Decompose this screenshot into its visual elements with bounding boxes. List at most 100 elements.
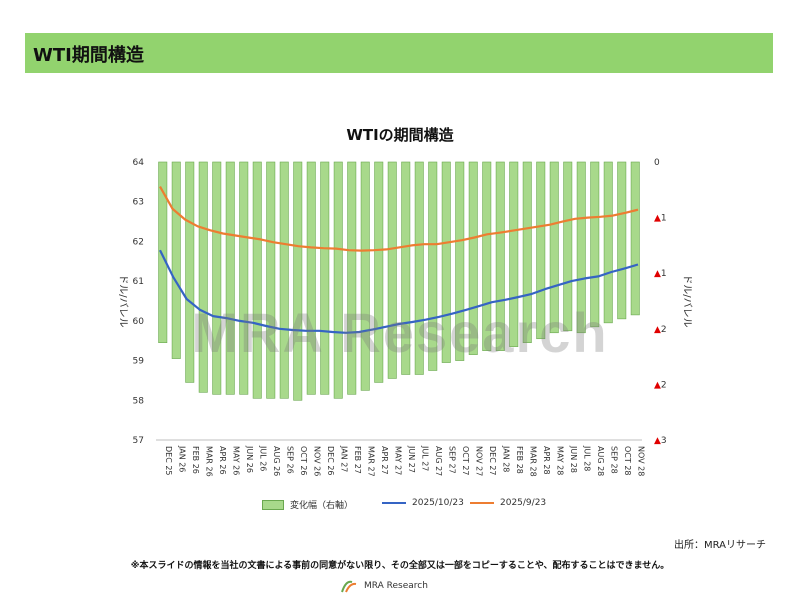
bar-20 [428,161,438,371]
bar-5 [225,161,235,395]
bar-25 [495,161,505,351]
bar-19 [414,161,424,375]
legend-item-oct: 2025/10/23 [382,498,464,508]
x-tick-19: JUL 27 [420,445,429,471]
bar-35 [630,161,640,316]
bar-10 [293,161,303,401]
bars-layer [158,161,640,401]
y-right-tick-5: 0 [654,158,660,168]
bar-15 [360,161,370,391]
x-tick-6: JUN 26 [245,445,254,473]
bar-21 [441,161,451,363]
x-tick-18: JUN 27 [407,445,416,473]
x-tick-26: FEB 28 [515,446,524,474]
bar-30 [563,161,573,332]
x-tick-25: JAN 28 [501,445,510,472]
bar-9 [279,161,289,399]
legend-swatch-bar [262,499,284,510]
x-tick-16: APR 27 [380,446,389,475]
x-tick-21: SEP 27 [447,446,456,474]
x-tick-15: MAR 27 [366,446,375,477]
bar-28 [536,161,546,340]
bar-32 [590,161,600,328]
bar-1 [171,161,181,359]
x-tick-28: APR 28 [542,446,551,475]
y-left-tick-63: 63 [133,198,144,208]
y-left-tick-61: 61 [133,277,144,287]
legend-label-oct: 2025/10/23 [412,498,464,508]
legend-label-change: 変化幅（右軸） [290,501,354,511]
bar-23 [468,161,478,355]
bar-13 [333,161,343,399]
y-left-tick-64: 64 [133,158,145,168]
y-right-title: ドル/バレル [681,274,693,327]
x-tick-27: MAR 28 [528,446,537,477]
legend-item-sep: 2025/9/23 [470,498,546,508]
y-right-tick-0: ▲3 [654,436,667,446]
x-tick-17: MAY 27 [393,446,402,475]
bar-6 [239,161,249,395]
x-tick-13: JAN 27 [339,445,348,472]
bar-33 [603,161,613,324]
y-right-tick-1: ▲2 [654,380,667,390]
x-tick-1: JAN 26 [177,445,186,472]
y-left-tick-60: 60 [133,317,145,327]
bar-8 [266,161,276,399]
source-note: 出所：MRAリサーチ [673,540,766,551]
series-line-sep [159,186,639,252]
x-tick-11: NOV 26 [312,446,321,476]
bar-18 [401,161,411,375]
slide-header: WTI期間構造 [25,33,773,73]
y-left-tick-58: 58 [133,396,145,406]
y-right-tick-3: ▲1 [654,269,667,279]
axis-layer: 57 58 59 60 61 62 63 64 ▲3 ▲2 ▲2 ▲1 ▲1 0 DEC 25 JAN 26 F… [117,158,693,477]
bar-22 [455,161,465,361]
x-tick-0: DEC 25 [164,446,173,476]
bar-26 [509,161,519,347]
y-left-tick-59: 59 [133,357,145,367]
x-tick-35: NOV 28 [636,446,645,476]
bar-2 [185,161,195,383]
x-tick-20: AUG 27 [434,446,443,476]
legend-label-sep: 2025/9/23 [500,498,547,508]
x-tick-3: MAR 26 [204,446,213,477]
legend-item-change: 変化幅（右軸） [262,498,353,511]
y-left-title: ドル/バレル [117,274,129,327]
bar-24 [482,161,492,351]
bar-3 [198,161,208,393]
bar-29 [549,161,559,334]
bar-4 [212,161,222,395]
x-tick-7: JUL 26 [258,445,267,471]
y-right-tick-4: ▲1 [654,214,667,224]
series-line-oct [159,249,639,334]
x-tick-5: MAY 26 [231,446,240,475]
x-tick-24: DEC 27 [488,446,497,476]
x-tick-9: SEP 26 [285,446,294,474]
lines-layer [159,186,639,334]
bar-0 [158,161,168,343]
bar-27 [522,161,532,343]
bar-7 [252,161,262,399]
x-tick-2: FEB 26 [191,446,200,474]
x-tick-12: DEC 26 [326,446,335,476]
chart-title: WTIの期間構造 [346,126,454,144]
bar-14 [347,161,357,395]
logo-text: MRA Research [364,581,428,591]
x-tick-31: JUL 28 [582,445,591,471]
x-tick-33: SEP 28 [609,446,618,474]
bar-12 [320,161,330,395]
x-tick-30: JUN 28 [569,445,578,473]
x-tick-32: AUG 28 [596,446,605,476]
x-tick-34: OCT 28 [623,446,632,476]
x-tick-8: AUG 26 [272,446,281,476]
slide-title: WTI期間構造 [33,45,144,66]
bar-31 [576,161,586,334]
x-tick-10: OCT 26 [299,446,308,476]
footer-logo: MRA Research [340,578,428,594]
y-left-tick-62: 62 [133,237,144,247]
legend-swatch-oct [382,502,406,504]
x-tick-22: OCT 27 [461,446,470,476]
bar-17 [387,161,397,379]
x-tick-29: MAY 28 [555,446,564,475]
